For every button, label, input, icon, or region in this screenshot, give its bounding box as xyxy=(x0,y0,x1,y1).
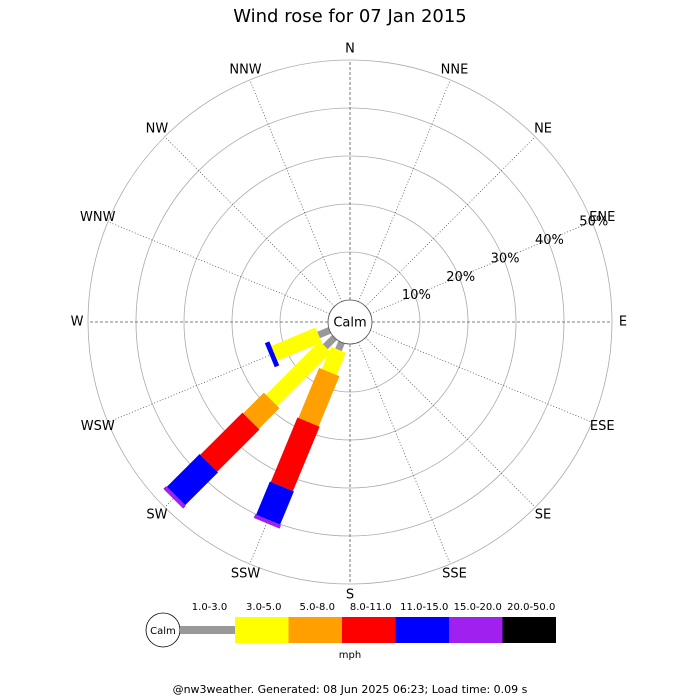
bar-segment xyxy=(317,327,332,339)
legend-swatch xyxy=(342,617,396,643)
direction-label: NW xyxy=(146,121,169,136)
direction-label: NNE xyxy=(441,62,469,77)
calm-circle xyxy=(327,299,373,345)
r-tick-label: 10% xyxy=(402,288,431,303)
legend-label: 11.0-15.0 xyxy=(400,602,448,613)
direction-label: E xyxy=(619,315,627,330)
direction-label: ESE xyxy=(590,419,615,434)
bar-segment xyxy=(322,335,337,350)
direction-label: SSW xyxy=(231,567,261,582)
spoke xyxy=(370,221,593,314)
spoke xyxy=(370,330,593,423)
r-tick-label: 50% xyxy=(579,215,608,230)
spoke xyxy=(107,221,330,314)
bar-segment xyxy=(264,341,280,368)
unit-label: mph xyxy=(339,650,361,661)
direction-label: WNW xyxy=(80,210,116,225)
direction-label: W xyxy=(71,315,84,330)
bar-segment xyxy=(256,481,294,525)
spoke xyxy=(365,337,536,508)
spoke xyxy=(365,136,536,307)
footer: @nw3weather. Generated: 08 Jun 2025 06:2… xyxy=(173,683,528,696)
spoke xyxy=(358,79,451,302)
bar-segment xyxy=(243,392,280,429)
spoke xyxy=(164,136,335,307)
legend-label: 15.0-20.0 xyxy=(454,602,502,613)
r-tick-label: 40% xyxy=(535,233,564,248)
legend-swatch xyxy=(502,617,556,643)
direction-label: ENE xyxy=(589,210,615,225)
bar-segment xyxy=(166,453,219,506)
direction-label: SSE xyxy=(442,567,467,582)
ring xyxy=(87,59,613,585)
bar-segment xyxy=(265,341,331,407)
legend-label: 1.0-3.0 xyxy=(192,602,227,613)
legend-swatch xyxy=(395,617,449,643)
direction-label: SE xyxy=(535,508,551,523)
legend-label: 5.0-8.0 xyxy=(300,602,335,613)
legend-calm-label: Calm xyxy=(150,626,176,637)
bar-segment xyxy=(270,417,320,492)
direction-label: NE xyxy=(534,121,552,136)
bar-segment xyxy=(335,340,345,352)
r-tick-label: 20% xyxy=(446,270,475,285)
legend-swatch xyxy=(288,617,342,643)
direction-label: WSW xyxy=(81,419,115,434)
ring xyxy=(183,155,517,489)
direction-label: S xyxy=(346,588,354,603)
spoke xyxy=(249,79,342,302)
bar-segment xyxy=(253,514,282,529)
direction-label: N xyxy=(345,42,355,57)
spoke xyxy=(358,342,451,565)
direction-label: SW xyxy=(146,508,167,523)
bar-segment xyxy=(271,327,322,361)
direction-label: NNW xyxy=(229,62,261,77)
bar-segment xyxy=(321,346,346,376)
bar-segment xyxy=(163,486,186,509)
bar-segment xyxy=(200,412,260,472)
chart-title: Wind rose for 07 Jan 2015 xyxy=(233,6,467,27)
bar-segment xyxy=(298,367,340,427)
legend-swatch xyxy=(235,617,289,643)
legend-label: 8.0-11.0 xyxy=(350,602,392,613)
r-tick-label: 30% xyxy=(491,251,520,266)
calm-label: Calm xyxy=(333,316,366,331)
legend-swatch xyxy=(180,626,235,634)
legend-label: 3.0-5.0 xyxy=(246,602,281,613)
legend-label: 20.0-50.0 xyxy=(507,602,555,613)
legend-swatch xyxy=(449,617,503,643)
